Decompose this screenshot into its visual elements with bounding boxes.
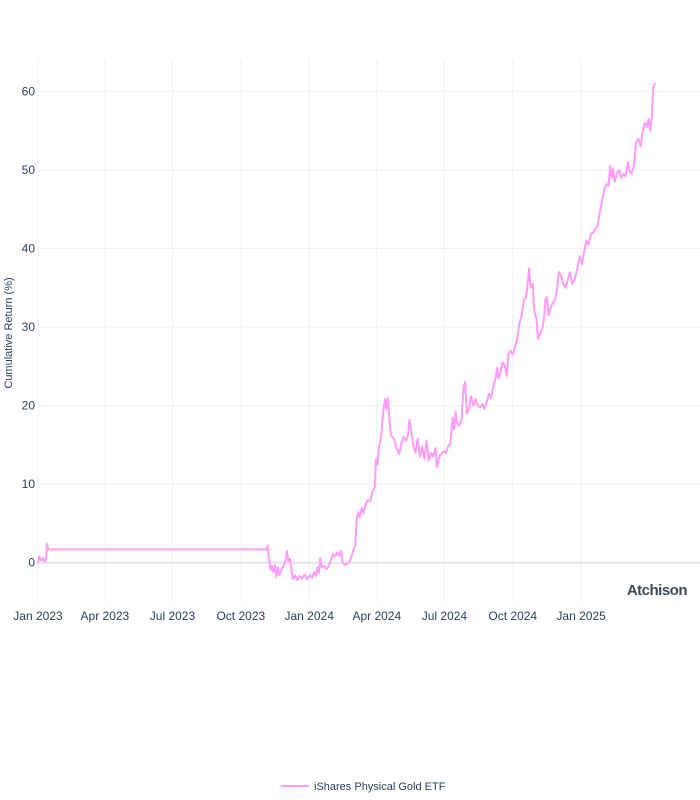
x-tick-label: Apr 2023 — [81, 609, 130, 623]
y-tick-label: 0 — [28, 556, 35, 570]
x-tick-label: Jul 2024 — [422, 609, 468, 623]
x-tick-label: Jan 2023 — [13, 609, 63, 623]
x-axis-ticks: Jan 2023 Apr 2023 Jul 2023 Oct 2023 Jan 2024… — [13, 609, 606, 623]
y-tick-label: 10 — [22, 477, 36, 491]
y-tick-label: 30 — [22, 320, 36, 334]
legend-label: iShares Physical Gold ETF — [314, 781, 446, 793]
watermark-logo: Atchison — [627, 582, 688, 599]
y-tick-label: 50 — [22, 163, 36, 177]
y-axis-ticks: 0 10 20 30 40 50 60 — [22, 84, 36, 569]
x-tick-label: Jan 2024 — [284, 609, 334, 623]
y-tick-label: 60 — [22, 84, 36, 98]
x-tick-label: Jul 2023 — [150, 609, 196, 623]
x-tick-label: Oct 2024 — [488, 609, 537, 623]
x-tick-label: Oct 2023 — [216, 609, 265, 623]
y-axis-title: Cumulative Return (%) — [3, 277, 15, 388]
series-line-0[interactable] — [37, 82, 656, 581]
grid-lines — [37, 60, 700, 602]
x-tick-label: Jan 2025 — [556, 609, 606, 623]
x-tick-label: Apr 2024 — [352, 609, 401, 623]
y-tick-label: 40 — [22, 242, 36, 256]
y-tick-label: 20 — [22, 399, 36, 413]
legend[interactable]: iShares Physical Gold ETF — [281, 781, 446, 793]
series-layer — [37, 82, 656, 581]
